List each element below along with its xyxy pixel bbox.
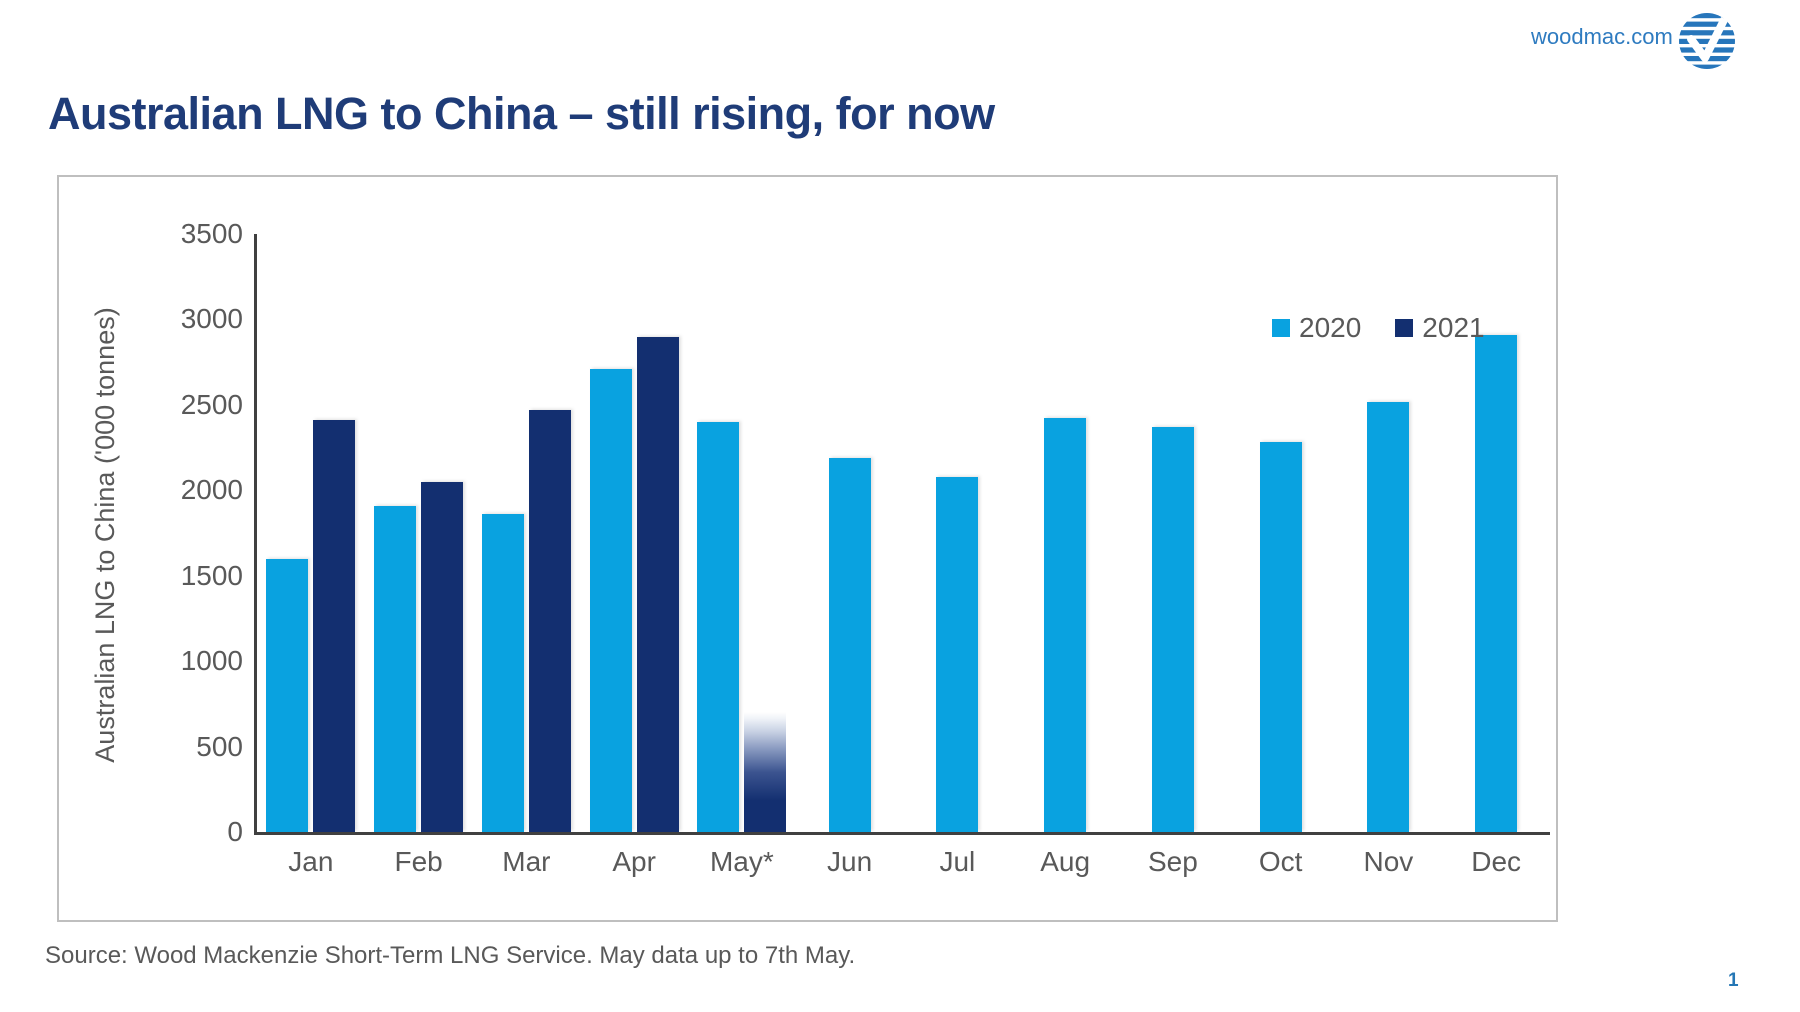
- bar-2020-oct: [1259, 442, 1302, 832]
- x-tick-sep: Sep: [1147, 846, 1198, 877]
- legend-label-2021: 2021: [1422, 312, 1485, 343]
- bar-2020-jul: [936, 477, 979, 832]
- x-tick-may: May*: [709, 846, 774, 877]
- bar-2021-mar: [528, 410, 571, 832]
- bar-2020-dec: [1475, 335, 1518, 832]
- bar-2020-mar: [481, 514, 524, 832]
- bar-2021-feb: [421, 482, 464, 832]
- x-tick-oct: Oct: [1258, 846, 1303, 877]
- y-axis-title: Australian LNG to China ('000 tonnes): [90, 307, 120, 763]
- source-note: Source: Wood Mackenzie Short-Term LNG Se…: [45, 942, 856, 969]
- legend-marker-2021: [1395, 319, 1414, 337]
- bar-2020-jun: [828, 458, 871, 832]
- x-tick-jul: Jul: [939, 846, 976, 877]
- slot-mar: [473, 234, 581, 832]
- x-tick-mar: Mar: [502, 846, 551, 877]
- legend-item-2020: 2020: [1272, 312, 1361, 344]
- slot-oct: [1227, 234, 1335, 832]
- bar-2020-feb: [374, 506, 417, 832]
- bar-2021-may: [744, 712, 787, 832]
- legend-item-2021: 2021: [1395, 312, 1485, 344]
- x-tick-apr: Apr: [612, 846, 656, 877]
- page-title: Australian LNG to China – still rising, …: [48, 88, 995, 140]
- bars-group: [257, 234, 1550, 832]
- x-tick-feb: Feb: [394, 846, 443, 877]
- y-tick-2000: 2000: [180, 474, 243, 506]
- slot-nov: [1335, 234, 1443, 832]
- x-tick-dec: Dec: [1471, 846, 1522, 877]
- x-tick-jun: Jun: [827, 846, 873, 877]
- slot-jul: [904, 234, 1012, 832]
- bar-2021-apr: [636, 337, 679, 832]
- x-tick-aug: Aug: [1040, 846, 1091, 877]
- page-number: 1: [1728, 970, 1739, 991]
- bar-2020-sep: [1151, 427, 1194, 832]
- y-tick-1500: 1500: [180, 559, 243, 591]
- woodmac-logo-icon: [1678, 12, 1736, 70]
- slot-may: [688, 234, 796, 832]
- x-tick-nov: Nov: [1363, 846, 1414, 877]
- bar-2020-nov: [1367, 402, 1410, 832]
- bar-2020-jan: [266, 559, 309, 832]
- slot-dec: [1442, 234, 1550, 832]
- x-tick-jan: Jan: [288, 846, 334, 877]
- slot-sep: [1119, 234, 1227, 832]
- chart-container: Australian LNG to China ('000 tonnes) 0 5…: [57, 175, 1558, 922]
- bar-2020-apr: [589, 369, 632, 832]
- brand-url-link[interactable]: woodmac.com: [1531, 24, 1673, 49]
- bar-2021-jan: [313, 420, 356, 832]
- legend-label-2020: 2020: [1299, 312, 1362, 343]
- y-tick-3500: 3500: [180, 218, 243, 249]
- plot-area: 0 500 1000 1500 2000 2500 3000 3500 Jan Feb Mar Ap…: [181, 219, 1550, 877]
- slot-aug: [1011, 234, 1119, 832]
- y-tick-500: 500: [196, 730, 243, 762]
- y-tick-1000: 1000: [180, 645, 243, 677]
- y-tick-3000: 3000: [180, 303, 243, 335]
- bar-2020-may: [697, 422, 740, 832]
- legend-marker-2020: [1272, 319, 1290, 337]
- chart-legend: 2020 2021: [1272, 312, 1485, 344]
- y-tick-0: 0: [227, 816, 243, 847]
- y-tick-2500: 2500: [180, 388, 243, 420]
- slot-feb: [365, 234, 473, 832]
- bar-2020-aug: [1044, 418, 1087, 832]
- slot-jan: [257, 234, 365, 832]
- slot-apr: [580, 234, 688, 832]
- x-axis-labels: Jan Feb Mar Apr May* Jun Jul Aug Sep Oct Nov Dec: [257, 846, 1550, 878]
- slot-jun: [796, 234, 904, 832]
